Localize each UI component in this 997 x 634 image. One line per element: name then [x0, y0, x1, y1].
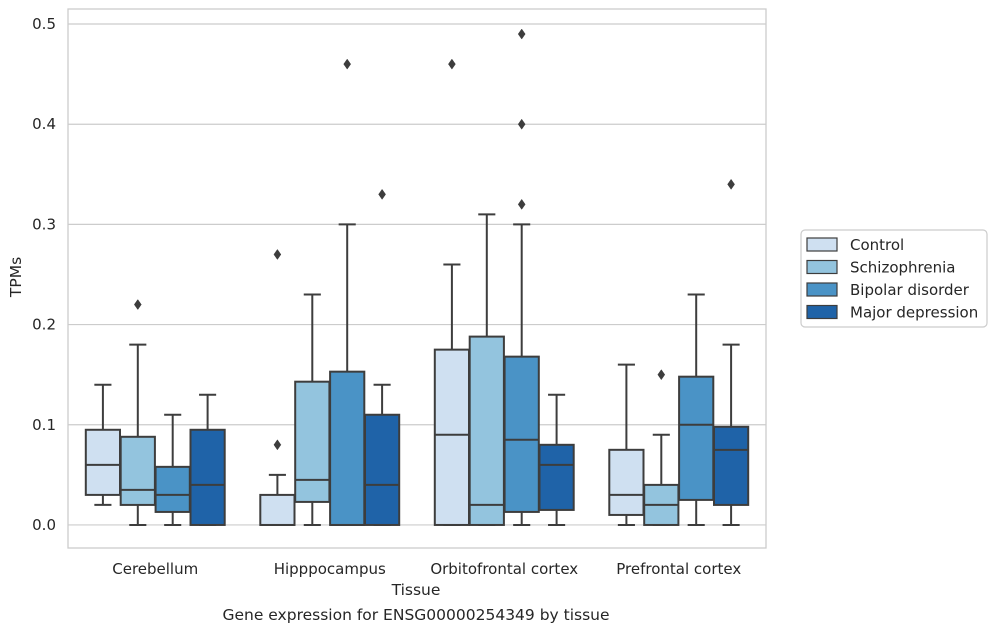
box-bipolar-disorder	[154, 413, 191, 526]
legend-label: Bipolar disorder	[850, 281, 970, 299]
box-major-depression	[538, 393, 575, 526]
box-bipolar-disorder	[678, 293, 715, 526]
iqr-box	[84, 428, 122, 496]
y-tick-label: 0.2	[32, 316, 56, 334]
y-tick-label: 0.1	[32, 416, 56, 434]
outlier-point	[378, 188, 386, 200]
legend-swatch	[806, 304, 838, 320]
y-tick-label: 0.5	[32, 15, 56, 33]
iqr-box	[154, 465, 191, 513]
x-tick-label: Orbitofrontal cortex	[430, 560, 578, 578]
y-tick-labels: 0.0 0.1 0.2 0.3 0.4 0.5	[32, 15, 56, 534]
legend: Control Schizophrenia Bipolar disorder Majo…	[800, 229, 988, 328]
box-major-depression	[363, 188, 401, 526]
outlier-point	[448, 58, 456, 70]
outlier-point	[343, 58, 352, 70]
y-axis-label: TPMs	[7, 257, 25, 298]
box-bipolar-disorder	[503, 28, 540, 526]
y-tick-label: 0.4	[32, 115, 56, 133]
legend-swatch	[806, 282, 838, 297]
outlier-point	[727, 178, 735, 190]
outlier-point	[273, 249, 282, 260]
box-control	[84, 383, 122, 506]
plot-frame	[67, 8, 767, 549]
outlier-point	[517, 118, 526, 130]
x-tick-labels: Cerebellum Hipppocampus Orbitofrontal cort…	[112, 560, 741, 578]
iqr-box	[119, 435, 156, 506]
iqr-box	[189, 428, 226, 526]
iqr-box	[329, 370, 366, 526]
iqr-box	[608, 448, 645, 516]
legend-label: Control	[850, 236, 904, 254]
outlier-point	[657, 369, 666, 381]
iqr-box	[678, 375, 715, 501]
iqr-box	[259, 493, 296, 526]
iqr-box	[468, 335, 505, 526]
y-tick-label: 0.0	[32, 516, 56, 534]
x-axis-label: Tissue	[391, 581, 441, 599]
iqr-box	[433, 348, 471, 526]
box-control	[259, 249, 296, 526]
iqr-box	[503, 355, 540, 513]
iqr-box	[294, 380, 331, 503]
outlier-point	[517, 28, 526, 40]
x-tick-label: Hipppocampus	[274, 560, 386, 578]
box-control	[433, 58, 471, 526]
legend-box	[800, 229, 988, 328]
outlier-point	[133, 299, 142, 310]
box-plots	[84, 28, 750, 526]
x-tick-label: Cerebellum	[112, 560, 198, 578]
legend-label: Major depression	[850, 304, 978, 322]
box-schizophrenia	[468, 213, 505, 526]
iqr-box	[363, 413, 401, 526]
box-schizophrenia	[294, 293, 331, 526]
legend-swatch	[806, 237, 838, 252]
box-control	[608, 363, 645, 526]
outlier-point	[273, 439, 282, 451]
legend-swatch	[806, 259, 838, 275]
y-tick-label: 0.3	[32, 215, 56, 233]
outlier-point	[517, 198, 526, 210]
box-bipolar-disorder	[329, 58, 366, 526]
iqr-box	[712, 425, 750, 506]
chart-caption: Gene expression for ENSG00000254349 by t…	[222, 606, 610, 624]
iqr-box	[538, 443, 575, 511]
box-schizophrenia	[119, 299, 156, 526]
legend-label: Schizophrenia	[850, 259, 955, 277]
x-tick-label: Prefrontal cortex	[616, 560, 741, 578]
box-major-depression	[712, 178, 750, 526]
box-schizophrenia	[643, 369, 680, 526]
box-major-depression	[189, 393, 226, 526]
